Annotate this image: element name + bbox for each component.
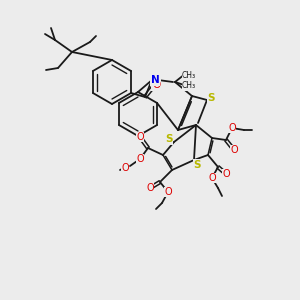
Text: S: S	[207, 93, 215, 103]
Text: CH₃: CH₃	[182, 71, 196, 80]
Text: O: O	[222, 169, 230, 179]
Text: O: O	[146, 183, 154, 193]
Text: O: O	[152, 80, 160, 90]
Text: O: O	[136, 132, 144, 142]
Text: S: S	[193, 160, 201, 170]
Text: S: S	[165, 134, 173, 144]
Text: O: O	[136, 154, 144, 164]
Text: O: O	[164, 187, 172, 197]
Text: O: O	[230, 145, 238, 155]
Text: N: N	[151, 75, 159, 85]
Text: CH₃: CH₃	[182, 82, 196, 91]
Text: O: O	[228, 123, 236, 133]
Text: O: O	[208, 173, 216, 183]
Text: O: O	[121, 163, 129, 173]
